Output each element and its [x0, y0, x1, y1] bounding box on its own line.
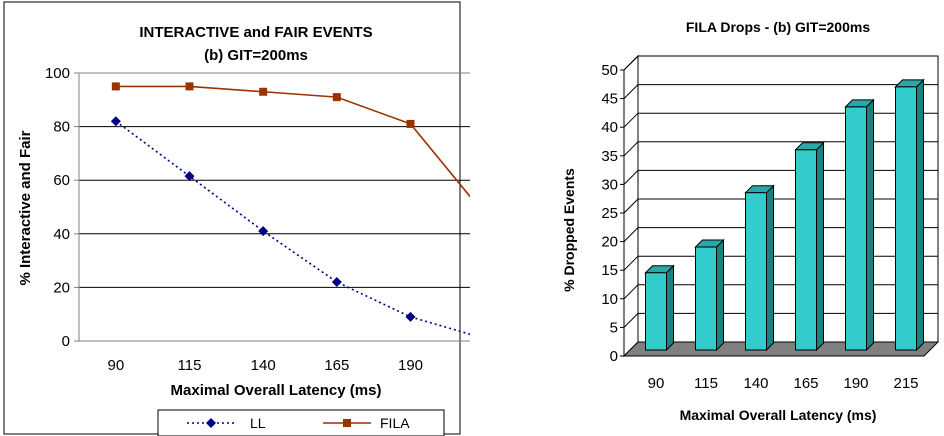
- fila-drops-chart: FILA Drops - (b) GIT=200ms 0 5 10 15 20 25 30 3…: [561, 19, 940, 423]
- x-tick-label: 90: [648, 375, 665, 392]
- bar-front: [645, 272, 667, 351]
- bar-front: [895, 86, 917, 351]
- legend-fila-label: FILA: [380, 415, 410, 431]
- y-tick-label: 10: [601, 291, 618, 308]
- y-tick-label: 40: [601, 119, 618, 136]
- x-tick-label: 90: [107, 357, 124, 374]
- bar-side: [666, 264, 674, 352]
- legend-ll-marker: [206, 418, 216, 428]
- y-tick-label: 100: [45, 65, 70, 82]
- bar-side: [916, 78, 924, 352]
- bar-115: [694, 238, 725, 352]
- x-tick-label: 115: [694, 375, 718, 392]
- data-point-ll: [331, 277, 342, 288]
- x-tick-label: 140: [251, 357, 276, 374]
- x-tick-label: 190: [398, 357, 423, 374]
- bar-front: [795, 149, 817, 351]
- gridline: [623, 112, 938, 128]
- data-point-fila: [406, 119, 415, 128]
- gridline: [623, 169, 938, 185]
- gridline: [623, 84, 938, 99]
- gridline: [623, 227, 938, 242]
- data-point-ll: [184, 171, 195, 182]
- series-lines: [110, 82, 470, 336]
- data-point-ll: [258, 226, 269, 237]
- data-point-fila: [259, 87, 268, 96]
- y-tick-label: 25: [601, 205, 618, 222]
- x-axis-label: Maximal Overall Latency (ms): [680, 407, 877, 423]
- chart-title: FILA Drops - (b) GIT=200ms: [686, 19, 870, 35]
- y-axis-label: % Dropped Events: [561, 168, 577, 292]
- chart-frame: [3, 1, 461, 435]
- bar-215: [894, 78, 925, 352]
- bar-90: [644, 264, 675, 352]
- gridline: [623, 141, 938, 157]
- legend: LL FILA: [157, 409, 445, 436]
- y-tick-label: 30: [601, 176, 618, 193]
- y-tick-label: 40: [53, 226, 70, 243]
- bar-190: [844, 98, 875, 352]
- y-tick-label: 15: [601, 262, 618, 279]
- legend-fila-marker: [343, 419, 351, 427]
- y-tick-label: 20: [601, 234, 618, 251]
- chart-title: INTERACTIVE and FAIR EVENTS: [139, 24, 372, 41]
- gridline: [623, 284, 938, 300]
- gridline: [623, 198, 938, 214]
- y-tick-label: 0: [62, 333, 70, 350]
- bar-side: [816, 141, 824, 352]
- series-line-ll: [115, 120, 470, 336]
- y-tick-label: 50: [601, 62, 618, 79]
- x-tick-label: 215: [893, 375, 918, 392]
- data-point-fila: [111, 82, 120, 91]
- data-point-fila: [185, 82, 194, 91]
- bar-165: [794, 141, 825, 352]
- y-tick-label: 35: [601, 148, 618, 165]
- legend-box: [157, 409, 445, 436]
- y-tick-label: 0: [610, 348, 618, 365]
- gridline: [623, 312, 938, 328]
- y-tick-label: 20: [53, 279, 70, 296]
- bar-side: [716, 238, 724, 352]
- bar-140: [744, 184, 775, 352]
- data-point-ll: [405, 311, 416, 322]
- x-tick-label: 190: [843, 375, 868, 392]
- data-point-ll: [110, 116, 121, 127]
- y-axis-label: % Interactive and Fair: [17, 130, 34, 285]
- interactive-fair-chart: INTERACTIVE and FAIR EVENTS (b) GIT=200m…: [3, 1, 470, 436]
- chart-subtitle: (b) GIT=200ms: [204, 47, 308, 64]
- y-tick-label: 60: [53, 172, 70, 189]
- bar-side: [866, 98, 874, 352]
- y-tick-label: 80: [53, 119, 70, 136]
- gridline: [623, 55, 938, 71]
- gridlines: [623, 55, 938, 328]
- y-tick-labels: 0 20 40 60 80 100: [45, 65, 79, 350]
- series-line-fila: [115, 85, 470, 198]
- x-tick-label: 115: [178, 357, 202, 374]
- x-tick-label: 165: [324, 357, 349, 374]
- x-tick-label: 140: [743, 375, 768, 392]
- data-point-fila: [332, 93, 341, 102]
- bar-side: [766, 184, 774, 352]
- y-tick-label: 45: [601, 91, 618, 108]
- x-axis-label: Maximal Overall Latency (ms): [171, 382, 382, 399]
- x-tick-label: 165: [793, 375, 818, 392]
- y-tick-label: 5: [610, 319, 618, 336]
- x-tick-labels: 90 115 140 165 190 215: [648, 375, 919, 392]
- bar-front: [695, 246, 717, 351]
- bars: [644, 78, 925, 352]
- gridline: [623, 255, 938, 271]
- y-tick-labels: 0 5 10 15 20 25 30 35 40 45 50: [601, 62, 624, 365]
- legend-ll-label: LL: [250, 415, 266, 431]
- plot-area: [78, 72, 470, 342]
- bar-front: [745, 192, 767, 351]
- bar-front: [845, 106, 867, 351]
